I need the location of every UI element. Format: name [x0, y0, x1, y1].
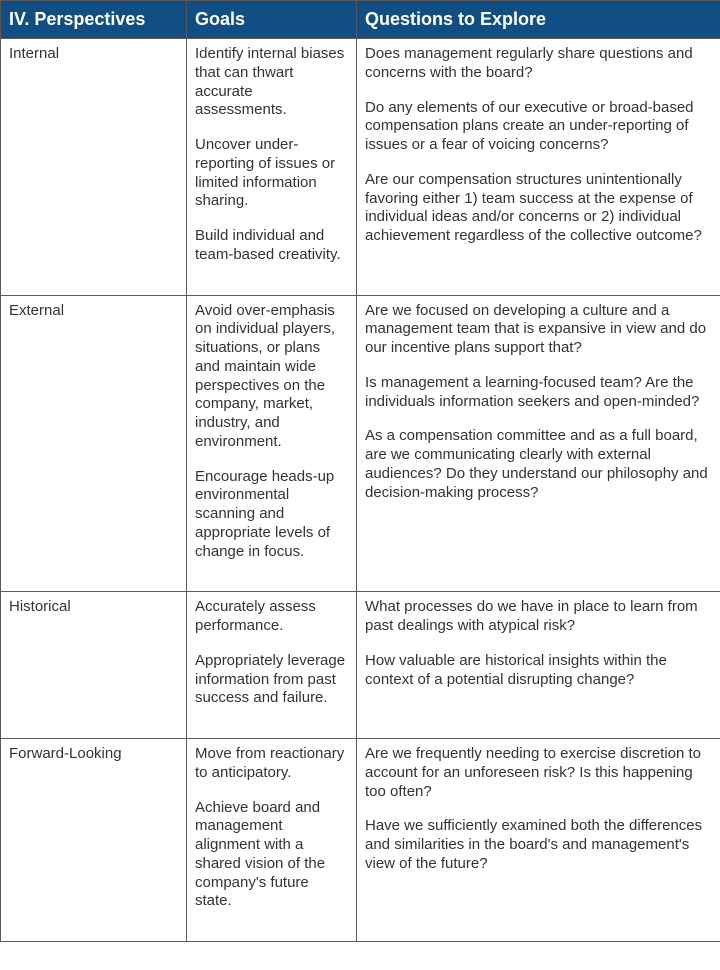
- question-text: Is management a learning-focused team? A…: [365, 374, 712, 412]
- goal-text: Encourage heads-up environmental scannin…: [195, 468, 348, 562]
- goal-text: Achieve board and management alignment w…: [195, 799, 348, 912]
- table-row: ExternalAvoid over-emphasis on individua…: [1, 295, 720, 592]
- goal-text: Identify internal biases that can thwart…: [195, 45, 348, 120]
- header-goals: Goals: [187, 1, 357, 39]
- questions-cell: Does management regularly share question…: [357, 39, 720, 296]
- perspective-cell: Internal: [1, 39, 187, 296]
- table-body: InternalIdentify internal biases that ca…: [1, 39, 720, 942]
- question-text: Are our compensation structures unintent…: [365, 171, 712, 246]
- perspective-cell: Forward-Looking: [1, 739, 187, 942]
- goal-text: Build individual and team-based creativi…: [195, 227, 348, 265]
- goals-cell: Move from reactionary to anticipatory. Ac…: [187, 739, 357, 942]
- goal-text: Uncover under-reporting of issues or lim…: [195, 136, 348, 211]
- goals-cell: Accurately assess performance. Appropriat…: [187, 592, 357, 739]
- question-text: Have we sufficiently examined both the d…: [365, 817, 712, 873]
- questions-cell: Are we frequently needing to exercise di…: [357, 739, 720, 942]
- question-text: Does management regularly share question…: [365, 45, 712, 83]
- table-row: Forward-LookingMove from reactionary to …: [1, 739, 720, 942]
- goal-text: Accurately assess performance.: [195, 598, 348, 636]
- header-perspectives: IV. Perspectives: [1, 1, 187, 39]
- question-text: What processes do we have in place to le…: [365, 598, 712, 636]
- question-text: As a compensation committee and as a ful…: [365, 427, 712, 502]
- questions-cell: Are we focused on developing a culture a…: [357, 295, 720, 592]
- goal-text: Move from reactionary to anticipatory.: [195, 745, 348, 783]
- question-text: Do any elements of our executive or broa…: [365, 99, 712, 155]
- question-text: Are we focused on developing a culture a…: [365, 302, 712, 358]
- perspective-cell: Historical: [1, 592, 187, 739]
- questions-cell: What processes do we have in place to le…: [357, 592, 720, 739]
- table-header-row: IV. Perspectives Goals Questions to Expl…: [1, 1, 720, 39]
- table-row: HistoricalAccurately assess performance.…: [1, 592, 720, 739]
- goal-text: Avoid over-emphasis on individual player…: [195, 302, 348, 452]
- question-text: Are we frequently needing to exercise di…: [365, 745, 712, 801]
- goal-text: Appropriately leverage information from …: [195, 652, 348, 708]
- question-text: How valuable are historical insights wit…: [365, 652, 712, 690]
- goals-cell: Avoid over-emphasis on individual player…: [187, 295, 357, 592]
- perspectives-table: IV. Perspectives Goals Questions to Expl…: [0, 0, 720, 942]
- table-row: InternalIdentify internal biases that ca…: [1, 39, 720, 296]
- goals-cell: Identify internal biases that can thwart…: [187, 39, 357, 296]
- header-questions: Questions to Explore: [357, 1, 720, 39]
- perspective-cell: External: [1, 295, 187, 592]
